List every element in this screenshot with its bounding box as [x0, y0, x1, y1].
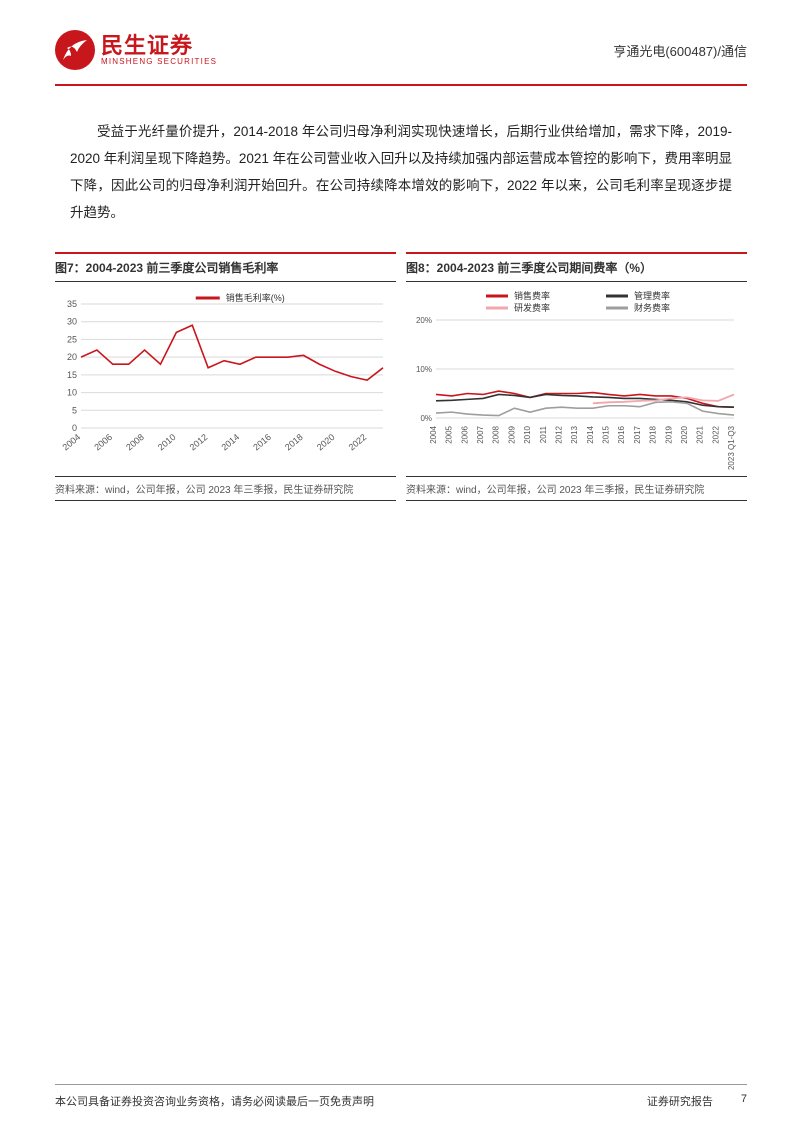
chart-right-canvas: 0% 10% 20% 2004 2005 2006 2007 2008 2009 2010 2011… — [406, 281, 747, 476]
chart-left-source: 资料来源：wind，公司年报，公司 2023 年三季报，民生证券研究院 — [55, 476, 396, 501]
body-paragraph: 受益于光纤量价提升，2014-2018 年公司归母净利润实现快速增长，后期行业供… — [0, 86, 802, 226]
svg-text:0: 0 — [72, 423, 77, 433]
svg-text:2005: 2005 — [445, 425, 454, 443]
footer-right-label: 证券研究报告 — [647, 1093, 713, 1109]
logo-cn: 民生证券 — [101, 34, 217, 58]
svg-text:2020: 2020 — [315, 432, 337, 453]
svg-text:销售毛利率(%): 销售毛利率(%) — [226, 292, 285, 303]
chart-right-block: 图8：2004-2023 前三季度公司期间费率（%） 0% 10% 20% 2004 2… — [406, 252, 747, 501]
svg-text:10%: 10% — [416, 365, 432, 374]
chart-left-canvas: 0 5 10 15 20 25 30 35 2004 2006 2008 2010 2012 2014 20… — [55, 281, 396, 476]
svg-text:2010: 2010 — [523, 425, 532, 443]
logo-block: 民生证券 MINSHENG SECURITIES — [55, 30, 217, 70]
svg-text:2010: 2010 — [156, 432, 178, 453]
svg-text:30: 30 — [67, 317, 77, 327]
page-footer: 本公司具备证券投资咨询业务资格，请务必阅读最后一页免责声明 证券研究报告 7 — [0, 1084, 802, 1109]
svg-text:2013: 2013 — [570, 425, 579, 443]
svg-text:2006: 2006 — [92, 432, 114, 453]
svg-text:销售费率: 销售费率 — [514, 290, 550, 301]
chart-left-titlebar: 图7：2004-2023 前三季度公司销售毛利率 — [55, 252, 396, 281]
report-page: 民生证券 MINSHENG SECURITIES 亨通光电(600487)/通信… — [0, 0, 802, 1133]
svg-text:2007: 2007 — [476, 425, 485, 443]
svg-text:0%: 0% — [420, 414, 432, 423]
svg-text:2004: 2004 — [61, 432, 83, 453]
chart-right-source: 资料来源：wind，公司年报，公司 2023 年三季报，民生证券研究院 — [406, 476, 747, 501]
svg-text:2009: 2009 — [507, 425, 516, 443]
footer-content: 本公司具备证券投资咨询业务资格，请务必阅读最后一页免责声明 证券研究报告 7 — [55, 1093, 747, 1109]
svg-text:20%: 20% — [416, 316, 432, 325]
svg-text:2022: 2022 — [347, 432, 369, 453]
svg-text:2020: 2020 — [680, 425, 689, 443]
svg-text:2006: 2006 — [460, 425, 469, 443]
svg-text:2016: 2016 — [617, 425, 626, 443]
charts-row: 图7：2004-2023 前三季度公司销售毛利率 0 5 10 15 20 25 30 35 2… — [0, 226, 802, 501]
footer-right: 证券研究报告 7 — [647, 1093, 747, 1109]
svg-text:2018: 2018 — [283, 432, 305, 453]
page-header: 民生证券 MINSHENG SECURITIES 亨通光电(600487)/通信 — [0, 0, 802, 80]
chart-left-block: 图7：2004-2023 前三季度公司销售毛利率 0 5 10 15 20 25 30 35 2… — [55, 252, 396, 501]
footer-left: 本公司具备证券投资咨询业务资格，请务必阅读最后一页免责声明 — [55, 1093, 374, 1109]
svg-text:2014: 2014 — [219, 432, 241, 453]
svg-text:2008: 2008 — [492, 425, 501, 443]
chart-left-svg: 0 5 10 15 20 25 30 35 2004 2006 2008 2010 2012 2014 20… — [55, 286, 391, 476]
svg-text:35: 35 — [67, 299, 77, 309]
svg-text:15: 15 — [67, 370, 77, 380]
chart-right-titlebar: 图8：2004-2023 前三季度公司期间费率（%） — [406, 252, 747, 281]
chart-right-title: 图8：2004-2023 前三季度公司期间费率（%） — [406, 261, 652, 275]
svg-text:2012: 2012 — [188, 432, 210, 453]
svg-text:研发费率: 研发费率 — [514, 302, 550, 313]
svg-text:2023 Q1-Q3: 2023 Q1-Q3 — [727, 425, 736, 470]
svg-text:2021: 2021 — [696, 425, 705, 443]
svg-text:2015: 2015 — [602, 425, 611, 443]
logo-text: 民生证券 MINSHENG SECURITIES — [101, 34, 217, 67]
logo-icon — [55, 30, 95, 70]
chart-right-svg: 0% 10% 20% 2004 2005 2006 2007 2008 2009 2010 2011… — [406, 286, 742, 476]
svg-text:2012: 2012 — [554, 425, 563, 443]
svg-text:10: 10 — [67, 388, 77, 398]
svg-text:2014: 2014 — [586, 425, 595, 443]
chart-left-title: 图7：2004-2023 前三季度公司销售毛利率 — [55, 261, 278, 275]
svg-text:2004: 2004 — [429, 425, 438, 443]
svg-text:财务费率: 财务费率 — [634, 302, 670, 313]
header-right-text: 亨通光电(600487)/通信 — [613, 41, 747, 60]
page-number: 7 — [741, 1093, 747, 1109]
svg-text:2018: 2018 — [649, 425, 658, 443]
svg-text:2016: 2016 — [251, 432, 273, 453]
svg-text:20: 20 — [67, 352, 77, 362]
svg-text:25: 25 — [67, 334, 77, 344]
footer-divider — [55, 1084, 747, 1085]
svg-text:2008: 2008 — [124, 432, 146, 453]
svg-text:5: 5 — [72, 405, 77, 415]
logo-en: MINSHENG SECURITIES — [101, 58, 217, 67]
svg-text:管理费率: 管理费率 — [634, 290, 670, 301]
svg-text:2011: 2011 — [539, 425, 548, 443]
svg-text:2022: 2022 — [711, 425, 720, 443]
svg-text:2019: 2019 — [664, 425, 673, 443]
svg-text:2017: 2017 — [633, 425, 642, 443]
